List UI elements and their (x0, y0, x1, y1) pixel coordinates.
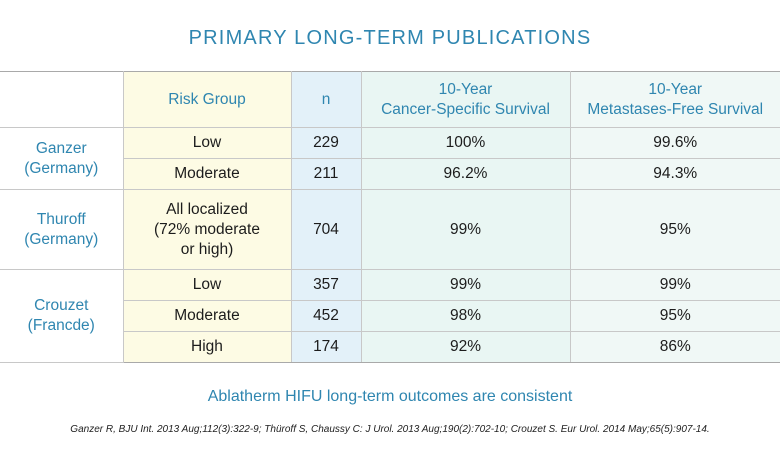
header-risk-group: Risk Group (122, 71, 292, 128)
outcomes-table: Risk Group n 10-Year Cancer-Specific Sur… (0, 71, 780, 363)
n-cell: 452 (290, 300, 362, 332)
cancer-specific-cell: 98% (360, 300, 571, 332)
header-n: n (290, 71, 362, 128)
risk-group-cell: Low (122, 269, 292, 301)
header-cancer-specific-survival: 10-Year Cancer-Specific Survival (360, 71, 571, 128)
risk-group-line3: or high) (180, 240, 234, 258)
n-cell: 211 (290, 158, 362, 190)
metastases-free-cell: 99.6% (569, 127, 780, 159)
n-cell: 229 (290, 127, 362, 159)
risk-group-cell: All localized (72% moderate or high) (122, 189, 292, 270)
table-row: Ganzer (Germany) Low 229 100% 99.6% (0, 127, 780, 190)
n-cell: 174 (290, 331, 362, 363)
table-header-row: Risk Group n 10-Year Cancer-Specific Sur… (0, 71, 780, 128)
table-row: Thuroff (Germany) All localized (72% mod… (0, 189, 780, 270)
citation-text: Ganzer R, BJU Int. 2013 Aug;112(3):322-9… (70, 424, 710, 435)
cancer-specific-cell: 100% (360, 127, 571, 159)
risk-group-line2: (72% moderate (154, 220, 260, 238)
risk-group-cell: High (123, 331, 292, 363)
header-cancer-specific-line2: Cancer-Specific Survival (381, 100, 550, 118)
study-name-line2: (Francde) (27, 317, 95, 334)
table-row: Moderate 452 98% 95% (0, 300, 780, 332)
risk-group-cell: Moderate (123, 158, 292, 190)
cancer-specific-cell: 92% (360, 331, 571, 363)
risk-group-line1: All localized (166, 200, 248, 218)
study-name-line1: Crouzet (34, 297, 89, 314)
study-name-line1: Thuroff (36, 210, 86, 228)
n-cell: 357 (290, 269, 362, 301)
header-cancer-specific-line1: 10-Year (438, 80, 493, 98)
metastases-free-cell: 95% (569, 189, 780, 270)
study-name-crouzet: Crouzet (Francde) (0, 269, 124, 363)
study-name-ganzer: Ganzer (Germany) (0, 127, 124, 190)
n-cell: 704 (290, 189, 362, 270)
table-row: Crouzet (Francde) Low 357 99% 99% (0, 269, 780, 363)
risk-group-cell: Moderate (123, 300, 292, 332)
metastases-free-cell: 99% (569, 269, 780, 301)
study-name-line1: Ganzer (35, 139, 87, 157)
metastases-free-cell: 86% (569, 331, 780, 363)
cancer-specific-cell: 99% (360, 269, 571, 301)
table-row: High 174 92% 86% (0, 331, 780, 363)
risk-group-cell: Low (122, 127, 292, 159)
header-metastases-free-line1: 10-Year (648, 80, 703, 98)
study-name-line2: (Germany) (24, 230, 99, 248)
metastases-free-cell: 94.3% (569, 158, 780, 190)
summary-statement: Ablatherm HIFU long-term outcomes are co… (207, 388, 573, 405)
header-study (0, 71, 124, 128)
cancer-specific-cell: 99% (360, 189, 571, 270)
header-metastases-free-survival: 10-Year Metastases-Free Survival (569, 71, 780, 128)
study-name-thuroff: Thuroff (Germany) (0, 189, 124, 270)
study-name-line2: (Germany) (24, 159, 99, 177)
header-metastases-free-line2: Metastases-Free Survival (587, 100, 764, 118)
metastases-free-cell: 95% (569, 300, 780, 332)
page-title: PRIMARY LONG-TERM PUBLICATIONS (188, 27, 592, 49)
cancer-specific-cell: 96.2% (360, 158, 571, 190)
